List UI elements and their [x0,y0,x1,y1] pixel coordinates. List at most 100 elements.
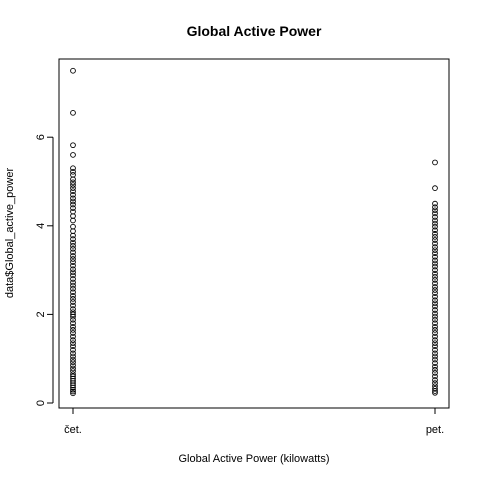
data-point [432,330,438,336]
data-point [432,287,438,293]
data-point [70,205,76,211]
data-point [432,380,438,386]
data-point [70,359,76,366]
data-point [70,276,76,282]
data-point [432,270,438,277]
data-point [70,188,76,195]
y-axis-label: data$Global_active_power [4,168,16,299]
data-point [70,340,76,347]
data-point [70,272,76,279]
data-point [432,204,438,211]
data-point [70,256,76,262]
data-point [432,385,438,392]
data-point [70,343,76,350]
data-point [432,220,438,227]
data-point [70,253,76,259]
plot-frame [58,58,450,409]
y-tick-label: 6 [35,134,47,140]
data-point [432,310,438,317]
data-point [432,253,438,260]
data-point [70,350,76,357]
data-point [70,311,76,318]
data-point [432,223,438,230]
data-point [70,306,76,312]
data-point [432,300,438,307]
data-point [70,269,76,276]
data-point [70,179,76,186]
data-point [70,327,76,333]
y-tick-label: 4 [35,223,47,229]
data-point [432,356,438,363]
data-point [432,273,438,280]
data-point [432,234,438,240]
data-point [432,389,438,396]
data-point [432,207,438,214]
data-point [70,353,76,360]
chart-title: Global Active Power [187,23,322,39]
data-point [70,185,76,191]
data-point [70,365,76,372]
data-point [70,142,76,149]
data-point [432,217,438,224]
data-point [432,185,438,191]
data-point [70,259,76,265]
data-point [432,366,438,373]
data-point [70,201,76,208]
data-point [432,247,438,254]
data-point [70,289,76,296]
data-point [70,292,76,299]
data-point [70,390,76,397]
data-point [70,384,76,391]
y-axis: 0 2 4 6 [35,134,54,406]
data-point [70,217,76,224]
data-point [70,168,76,175]
data-point [70,323,76,330]
data-point [432,363,438,370]
data-point [432,370,438,376]
data-point [70,249,76,256]
data-point [70,320,76,327]
data-point [70,266,76,273]
data-point [70,67,76,74]
data-point [432,388,438,394]
data-point [432,316,438,323]
x-axis-label: Global Active Power (kilowatts) [179,453,330,465]
data-point [70,236,76,242]
data-point [432,257,438,264]
data-point [432,244,438,250]
data-point [70,296,76,302]
y-tick-label: 0 [35,400,47,406]
data-point [432,377,438,383]
data-point [70,346,76,353]
data-point [432,284,438,290]
data-point [70,279,76,286]
x-tick-label: čet. [64,424,82,436]
data-point [70,242,76,249]
data-point [432,280,438,287]
data-point [70,333,76,340]
data-point [432,337,438,343]
data-point [70,262,76,269]
data-points [70,67,438,397]
data-point [70,388,76,395]
data-point [70,330,76,336]
data-point [70,191,76,198]
data-point [70,316,76,323]
data-point [70,152,76,158]
data-point [70,368,76,374]
data-point [70,356,76,363]
data-point [432,267,438,273]
x-axis: čet. pet. [64,407,444,436]
data-point [70,282,76,289]
data-point [432,276,438,283]
data-point [432,360,438,366]
data-point [432,373,438,380]
data-point [70,109,76,116]
data-point [432,263,438,270]
data-point [432,327,438,333]
data-point [432,343,438,350]
data-point [432,297,438,304]
data-point [70,285,76,292]
data-point [70,198,76,205]
data-point [432,333,438,340]
